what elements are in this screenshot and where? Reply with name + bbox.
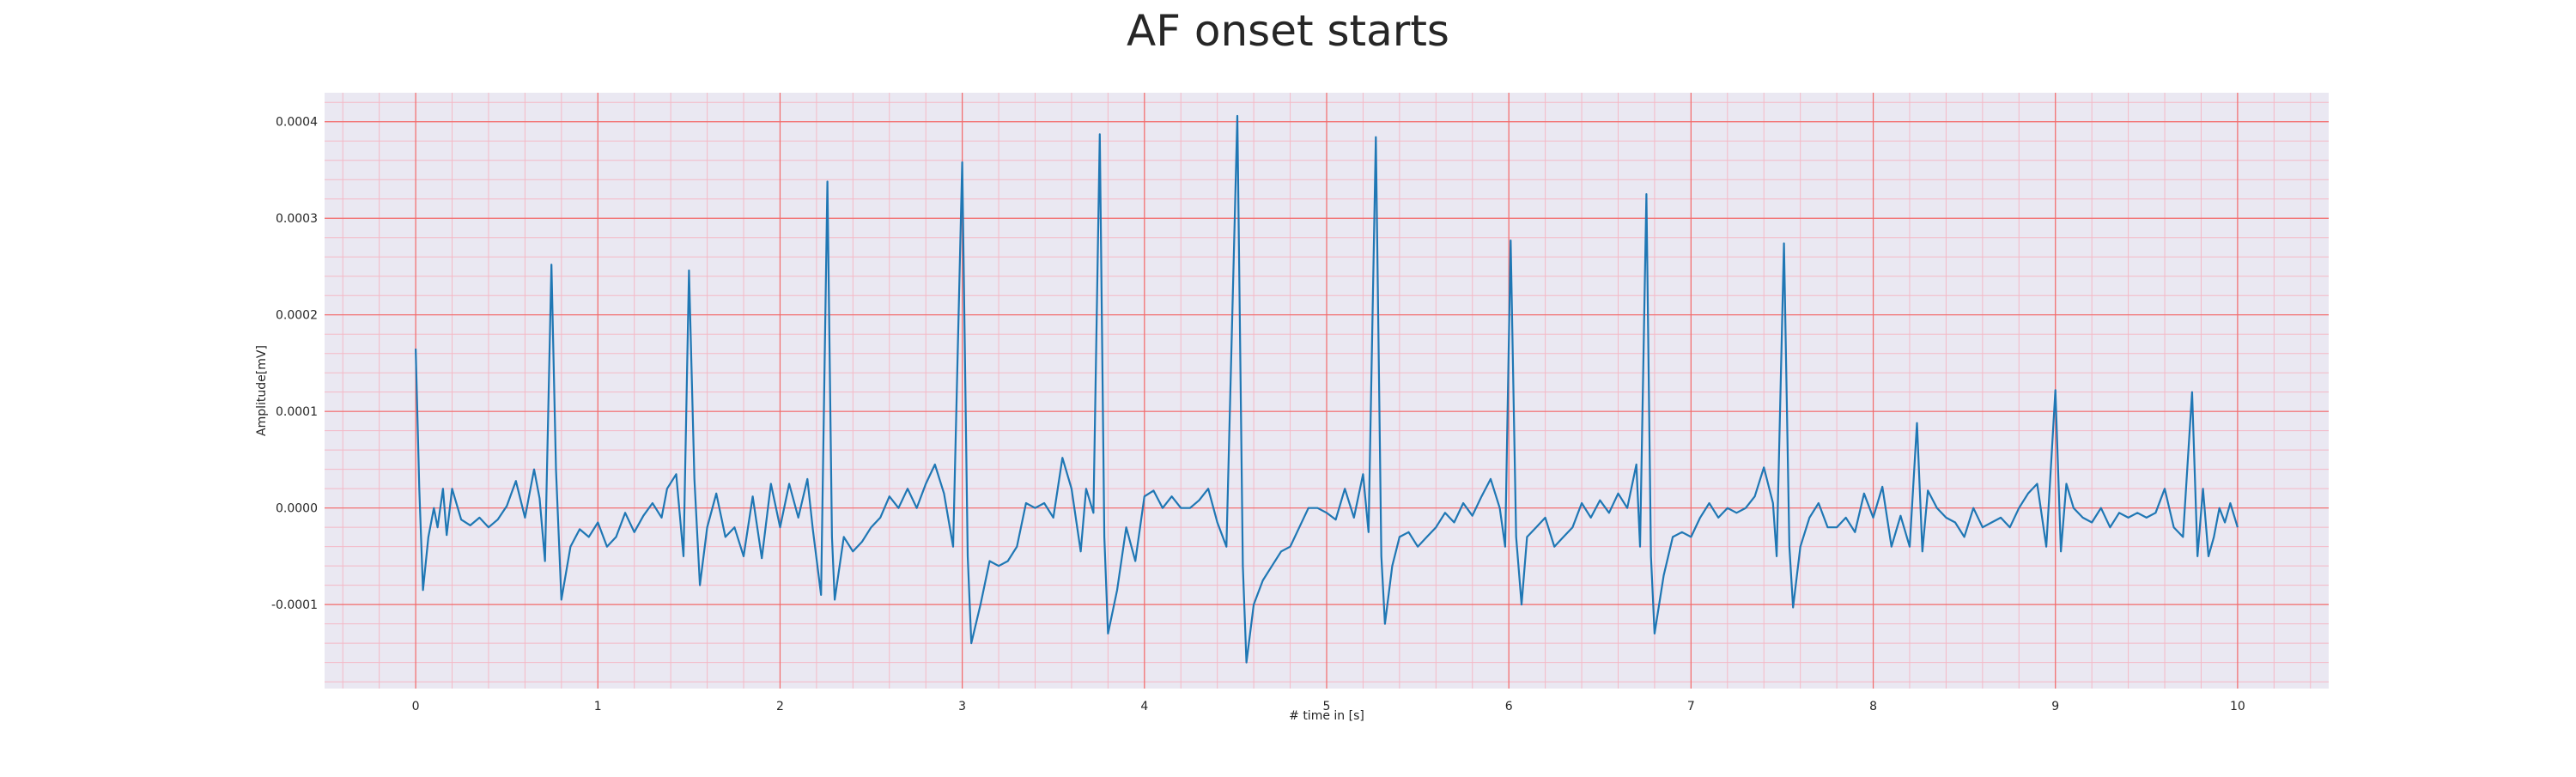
x-tick-labels: 0 1 2 3 4 5 6 7 8 9 10 xyxy=(412,700,2245,713)
x-tick-label: 7 xyxy=(1687,700,1695,713)
x-tick-label: 1 xyxy=(594,700,602,713)
x-tick-label: 8 xyxy=(1869,700,1877,713)
x-axis-label: # time in [s] xyxy=(1289,709,1364,723)
chart-title: AF onset starts xyxy=(1127,6,1449,56)
y-tick-label: 0.0003 xyxy=(276,212,318,226)
y-tick-label: 0.0001 xyxy=(276,405,318,419)
x-tick-label: 2 xyxy=(776,700,784,713)
x-tick-label: 3 xyxy=(958,700,966,713)
y-tick-label: -0.0001 xyxy=(271,598,318,612)
y-tick-label: 0.0000 xyxy=(276,502,318,516)
major-grid xyxy=(325,93,2329,689)
series-line xyxy=(415,114,2239,664)
x-tick-label: 9 xyxy=(2051,700,2059,713)
x-tick-label: 0 xyxy=(412,700,420,713)
x-tick-label: 6 xyxy=(1505,700,1513,713)
y-axis-label: Amplitude[mV] xyxy=(255,345,269,436)
y-tick-label: 0.0004 xyxy=(276,116,318,130)
x-tick-label: 10 xyxy=(2230,700,2245,713)
y-tick-labels: -0.0001 0.0000 0.0001 0.0002 0.0003 0.0004 xyxy=(271,116,318,612)
x-tick-label: 5 xyxy=(1323,700,1331,713)
x-tick-label: 4 xyxy=(1140,700,1148,713)
y-tick-label: 0.0002 xyxy=(276,309,318,323)
